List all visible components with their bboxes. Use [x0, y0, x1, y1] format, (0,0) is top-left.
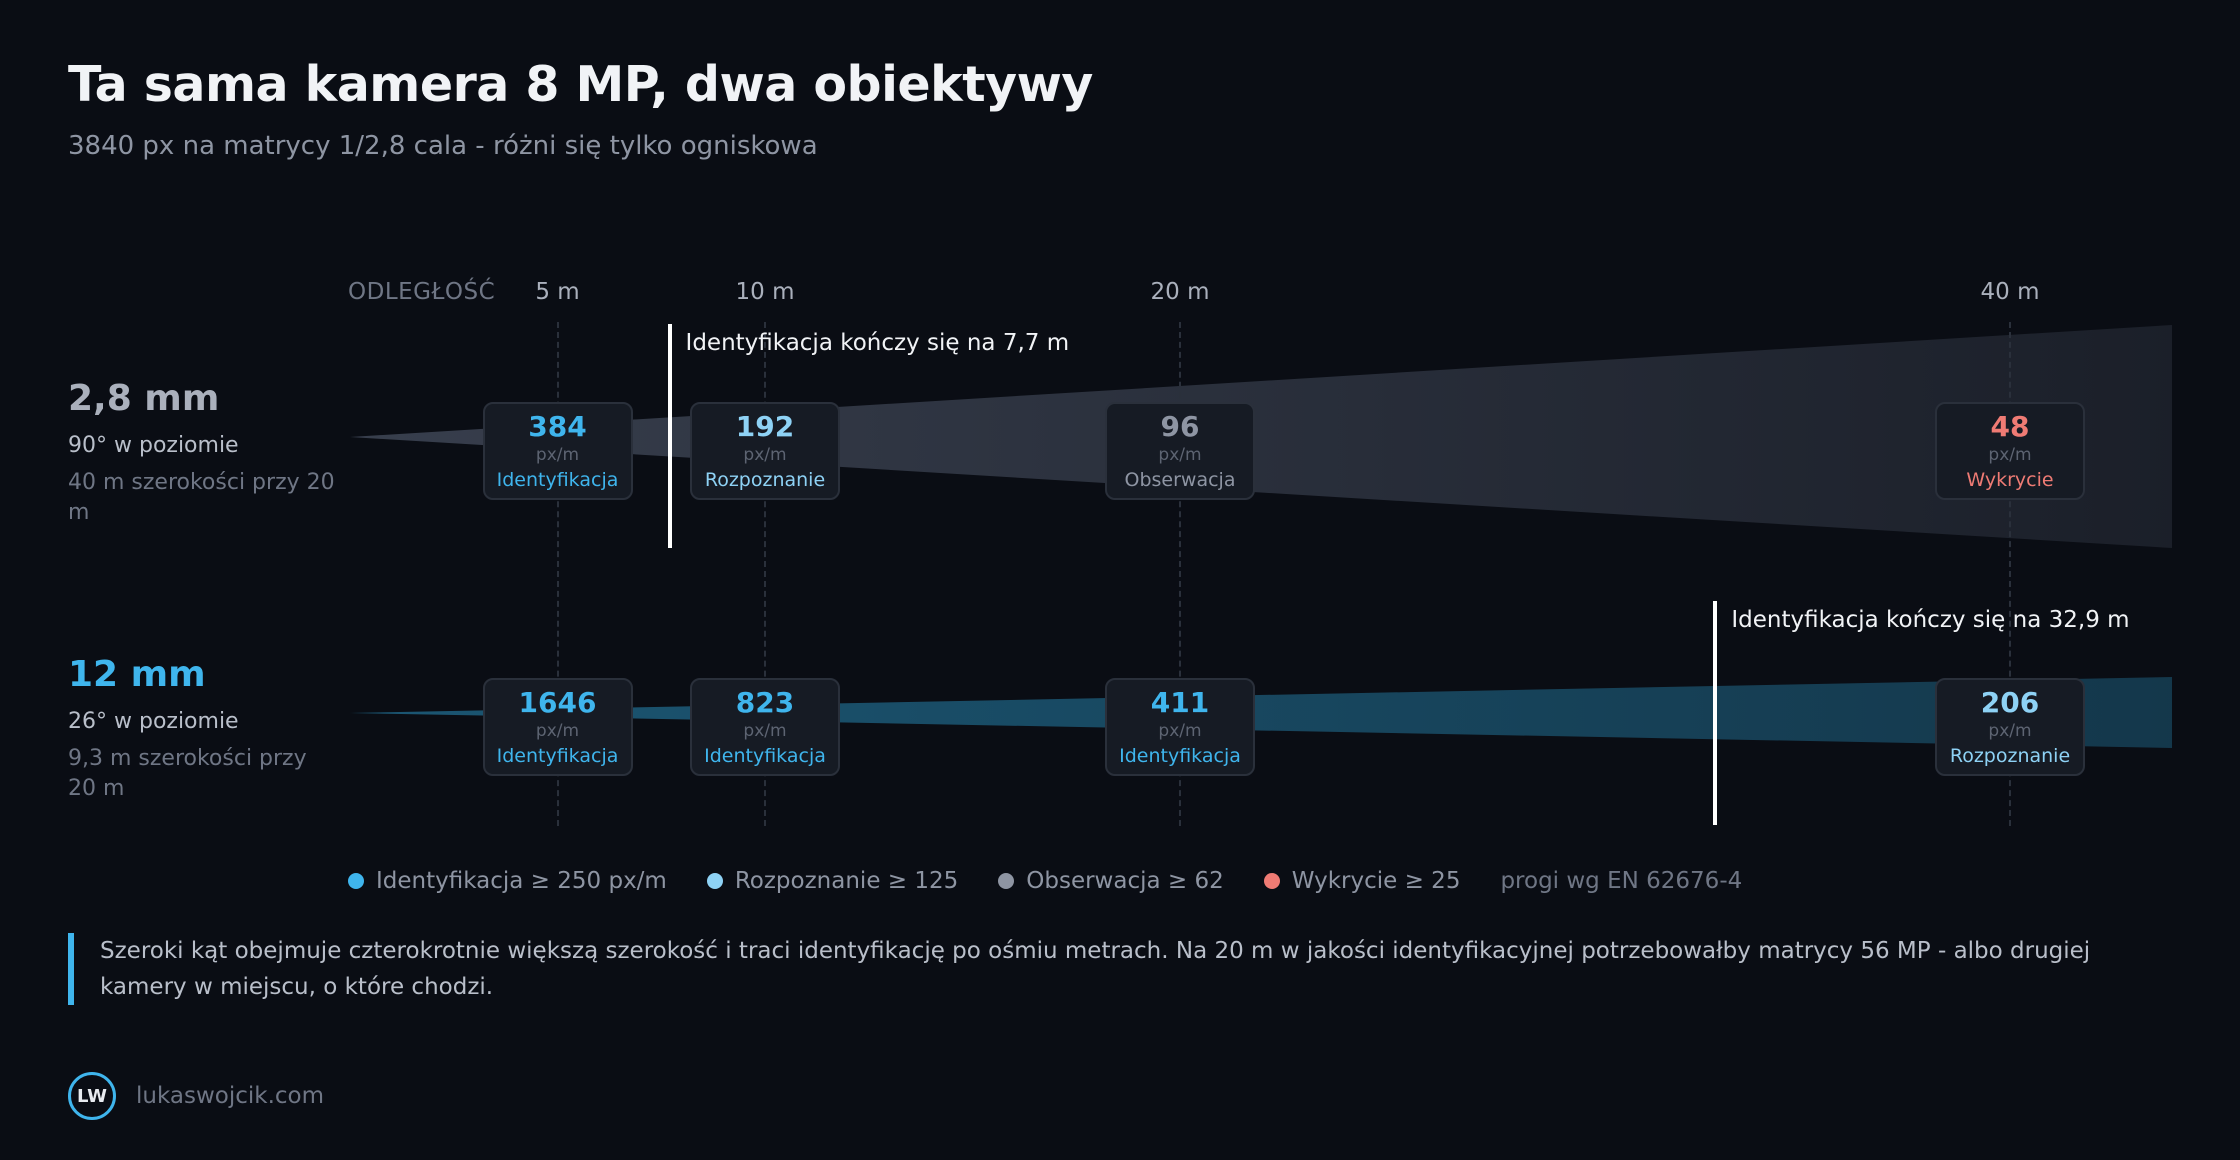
legend-dot [706, 873, 723, 889]
density-unit: px/m [535, 721, 580, 741]
density-unit: px/m [743, 721, 787, 741]
pixel-density-card: 384 px/m Identyfikacja [482, 402, 633, 500]
legend-note: progi wg EN 62676-4 [1500, 868, 1743, 894]
summary-quote: Szeroki kąt obejmuje czterokrotnie więks… [68, 933, 2128, 1005]
legend-label: Identyfikacja ≥ 250 px/m [376, 868, 667, 894]
density-unit: px/m [1988, 721, 2032, 741]
legend-label: Wykrycie ≥ 25 [1291, 868, 1461, 894]
footer: LW lukaswojcik.com [68, 1072, 324, 1120]
legend: Identyfikacja ≥ 250 px/m Rozpoznanie ≥ 12… [348, 868, 1742, 894]
cone-wide [350, 325, 2172, 548]
lens-wide-info: 2,8 mm 90° w poziomie 40 m szerokości pr… [68, 378, 338, 528]
identification-limit-marker [1713, 601, 1718, 825]
gridline [764, 322, 766, 826]
density-level: Identyfikacja [496, 745, 619, 767]
density-unit: px/m [1988, 445, 2032, 465]
legend-item: Wykrycie ≥ 25 [1263, 868, 1461, 894]
lens-wide-angle: 90° w poziomie [68, 433, 239, 458]
lens-tele-focal: 12 mm [68, 654, 206, 695]
lens-tele-angle: 26° w poziomie [68, 709, 239, 734]
gridline [1179, 322, 1181, 826]
pixel-density-card: 411 px/m Identyfikacja [1105, 678, 1255, 776]
tick-label: 10 m [735, 279, 795, 305]
lens-tele-width: 9,3 m szerokości przy 20 m [68, 746, 307, 801]
axis-heading: ODLEGŁOŚĆ [348, 279, 496, 305]
legend-item: Obserwacja ≥ 62 [998, 868, 1224, 894]
density-value: 411 [1150, 686, 1210, 719]
page-title: Ta sama kamera 8 MP, dwa obiektywy [68, 56, 1093, 113]
density-level: Identyfikacja [704, 745, 826, 767]
tick-label: 40 m [1980, 279, 2040, 305]
density-value: 823 [735, 686, 795, 719]
density-unit: px/m [1158, 721, 1202, 741]
density-value: 206 [1980, 686, 2040, 719]
density-value: 48 [1990, 410, 2030, 443]
pixel-density-card: 96 px/m Obserwacja [1105, 402, 1255, 500]
density-level: Identyfikacja [1119, 745, 1241, 767]
site-link[interactable]: lukaswojcik.com [136, 1083, 325, 1109]
density-value: 96 [1160, 410, 1200, 443]
tick-label: 20 m [1150, 279, 1210, 305]
density-level: Rozpoznanie [1949, 745, 2071, 767]
density-value: 1646 [518, 686, 597, 719]
legend-label: Rozpoznanie ≥ 125 [734, 868, 959, 894]
legend-item: Rozpoznanie ≥ 125 [706, 868, 959, 894]
tick-label: 5 m [535, 279, 580, 305]
pixel-density-card: 48 px/m Wykrycie [1935, 402, 2085, 500]
logo: LW [68, 1072, 116, 1120]
density-value: 384 [528, 410, 587, 443]
legend-dot [1263, 873, 1280, 889]
gridline [556, 322, 559, 826]
page-subtitle: 3840 px na matrycy 1/2,8 cala - różni si… [68, 131, 818, 161]
lens-wide-focal: 2,8 mm [68, 378, 220, 419]
density-level: Identyfikacja [496, 469, 619, 491]
identification-limit-label: Identyfikacja kończy się na 32,9 m [1731, 607, 2130, 633]
density-unit: px/m [743, 445, 787, 465]
legend-dot [348, 873, 364, 889]
identification-limit-label: Identyfikacja kończy się na 7,7 m [685, 330, 1070, 356]
pixel-density-card: 206 px/m Rozpoznanie [1935, 678, 2085, 776]
lens-tele-info: 12 mm 26° w poziomie 9,3 m szerokości pr… [68, 654, 338, 804]
pixel-density-card: 823 px/m Identyfikacja [690, 678, 840, 776]
density-unit: px/m [535, 445, 580, 465]
legend-item: Identyfikacja ≥ 250 px/m [348, 868, 667, 894]
density-level: Rozpoznanie [704, 469, 826, 491]
density-level: Wykrycie [1966, 469, 2054, 491]
density-unit: px/m [1158, 445, 1202, 465]
pixel-density-card: 1646 px/m Identyfikacja [482, 678, 633, 776]
gridline [2009, 322, 2011, 826]
legend-dot [998, 873, 1015, 889]
identification-limit-marker [667, 324, 672, 548]
density-level: Obserwacja [1124, 469, 1236, 491]
density-value: 192 [735, 410, 795, 443]
lens-wide-width: 40 m szerokości przy 20 m [68, 470, 335, 525]
pixel-density-card: 192 px/m Rozpoznanie [690, 402, 840, 500]
legend-label: Obserwacja ≥ 62 [1026, 868, 1224, 894]
